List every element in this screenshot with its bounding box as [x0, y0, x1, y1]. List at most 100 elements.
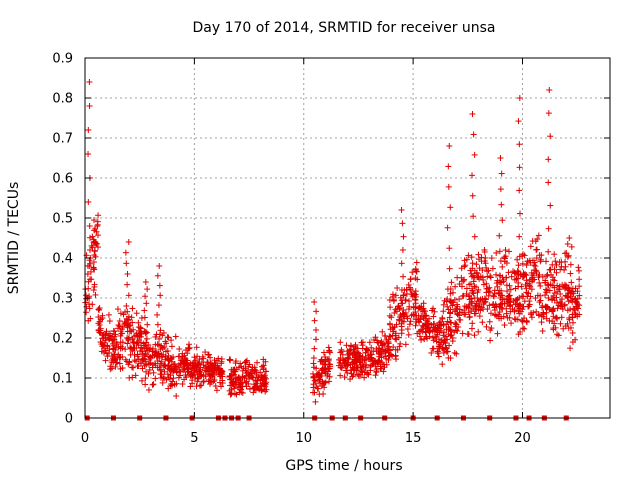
y-tick-label: 0.1 [52, 372, 73, 387]
data-point [390, 328, 397, 335]
data-point [576, 276, 583, 283]
data-point [566, 235, 573, 241]
data-point [313, 308, 320, 315]
data-point [259, 376, 266, 383]
data-point [561, 301, 568, 308]
data-point [242, 358, 249, 365]
data-point [172, 333, 179, 340]
data-point [546, 87, 553, 93]
y-tick-label: 0 [65, 412, 73, 427]
data-point [351, 358, 358, 365]
data-point [489, 265, 496, 272]
data-point [575, 267, 582, 274]
data-point [141, 328, 148, 335]
data-point [529, 257, 536, 264]
data-points [82, 79, 583, 421]
data-point [443, 348, 450, 355]
data-point [407, 318, 414, 325]
data-point [446, 143, 453, 149]
data-point [491, 290, 498, 297]
data-point [226, 356, 233, 363]
data-point [415, 318, 422, 325]
data-point [406, 284, 413, 291]
x-tick-label: 5 [190, 431, 198, 446]
data-point [494, 330, 501, 337]
data-point [420, 300, 427, 307]
data-point [85, 199, 92, 205]
data-point [539, 327, 546, 334]
data-point [114, 306, 121, 313]
data-point [95, 306, 102, 313]
data-point [184, 350, 191, 357]
data-point [98, 341, 105, 348]
data-point [337, 364, 344, 371]
data-point [518, 283, 525, 290]
data-point [344, 370, 351, 377]
data-point [469, 287, 476, 294]
data-point [310, 389, 317, 396]
y-tick-label: 0.9 [52, 52, 73, 67]
data-point [482, 254, 489, 261]
data-point [311, 345, 318, 352]
data-point [249, 364, 256, 371]
data-point [180, 360, 187, 367]
data-point [525, 303, 532, 310]
y-tick-label: 0.7 [52, 132, 73, 147]
data-point [119, 339, 126, 346]
data-point [198, 382, 205, 389]
data-point [551, 290, 558, 297]
data-point [396, 343, 403, 350]
data-point [157, 366, 164, 373]
data-point [419, 308, 426, 315]
data-point [515, 303, 522, 309]
data-point [516, 164, 523, 171]
data-point [337, 355, 344, 362]
data-point [504, 314, 511, 321]
data-point [314, 371, 321, 378]
data-point [542, 292, 549, 299]
data-point [539, 302, 546, 309]
data-point [123, 260, 130, 267]
data-point [154, 272, 161, 279]
data-point [556, 286, 563, 293]
data-point [218, 360, 225, 367]
data-point [83, 303, 90, 310]
data-point [98, 348, 105, 355]
data-point [126, 359, 133, 366]
data-point [85, 127, 92, 133]
data-point [499, 217, 506, 224]
data-point [487, 274, 494, 281]
data-point [412, 300, 419, 307]
data-point [470, 131, 477, 138]
data-point [543, 272, 550, 279]
data-point [154, 321, 161, 328]
data-point [440, 308, 447, 315]
data-point [196, 382, 203, 389]
data-point [259, 363, 266, 370]
data-point [533, 255, 540, 262]
data-point [501, 254, 508, 261]
data-point [176, 364, 183, 371]
data-point [503, 282, 510, 289]
data-point [449, 289, 456, 296]
data-point [226, 387, 233, 394]
data-point [537, 297, 544, 304]
data-point [501, 258, 508, 265]
data-point [87, 260, 94, 267]
data-point [373, 368, 380, 375]
data-point [157, 327, 164, 334]
data-point [471, 233, 478, 240]
data-point [430, 345, 437, 352]
data-point [326, 349, 333, 356]
data-point [348, 343, 355, 350]
data-point [257, 369, 264, 376]
data-point [311, 364, 318, 371]
data-point [125, 292, 132, 299]
data-point [566, 315, 573, 321]
data-point [532, 238, 539, 245]
data-point [562, 285, 569, 292]
data-point [475, 328, 482, 335]
data-point [428, 349, 435, 356]
data-point [497, 155, 504, 161]
